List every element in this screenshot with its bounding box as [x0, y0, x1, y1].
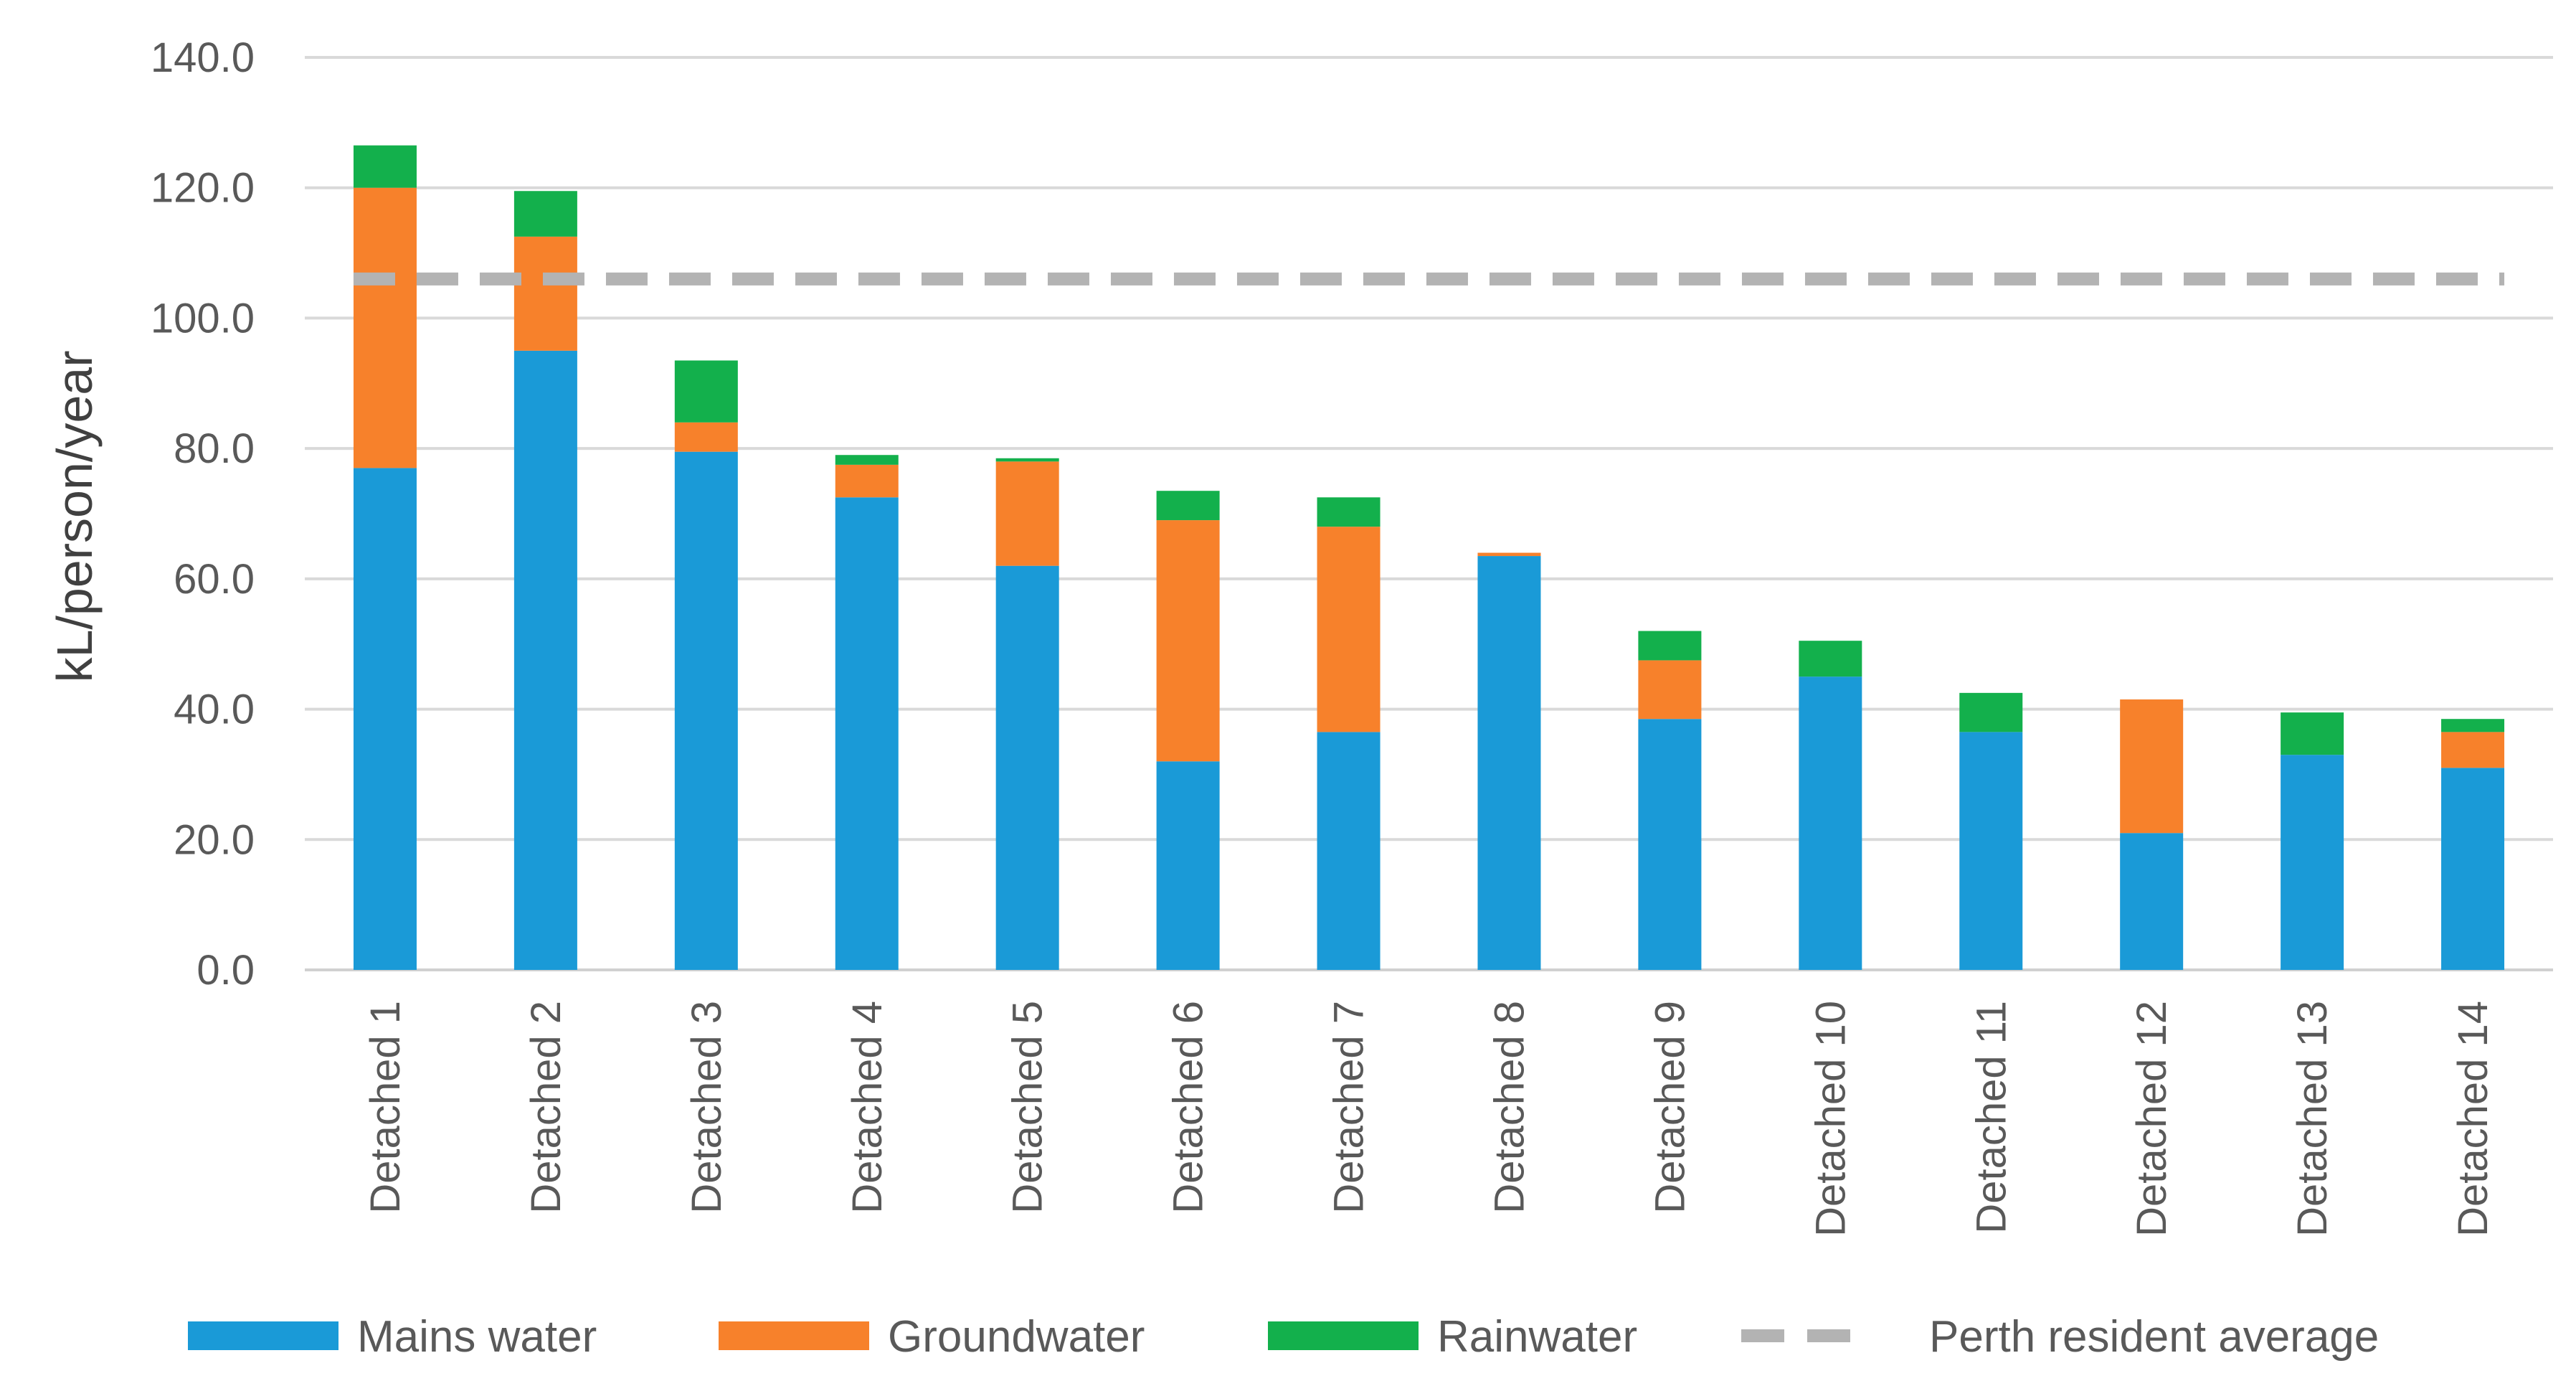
- x-tick-label: Detached 13: [2289, 1001, 2336, 1237]
- x-tick-label: Detached 9: [1647, 1001, 1693, 1214]
- bar-segment-groundwater: [2441, 732, 2505, 768]
- bar-segment-rainwater: [1638, 631, 1702, 661]
- bar-segment-rainwater: [513, 191, 577, 237]
- bar-segment-rainwater: [674, 360, 738, 423]
- bar-segment-groundwater: [835, 464, 899, 498]
- x-tick-label: Detached 10: [1807, 1001, 1854, 1237]
- x-tick-label: Detached 3: [683, 1001, 730, 1214]
- bar-segment-rainwater: [353, 145, 417, 188]
- bar-segment-rainwater: [2281, 712, 2344, 755]
- y-tick-label: 60.0: [174, 556, 255, 603]
- x-tick-label: Detached 6: [1165, 1001, 1212, 1214]
- bar-segment-mains-water: [513, 350, 577, 970]
- legend-swatch: [1268, 1321, 1419, 1350]
- x-tick-label: Detached 4: [844, 1001, 891, 1214]
- bar-segment-rainwater: [835, 455, 899, 465]
- bar-segment-groundwater: [2120, 699, 2184, 834]
- bar-segment-rainwater: [1317, 497, 1381, 527]
- bar-segment-mains-water: [1959, 732, 2023, 970]
- x-axis-tick-labels: Detached 1 Detached 2 Detached 3 Detached 4…: [362, 1001, 2496, 1237]
- gridlines: [305, 56, 2553, 971]
- y-tick-label: 0.0: [196, 947, 255, 994]
- legend-swatch: [719, 1321, 869, 1350]
- bar-segment-groundwater: [674, 422, 738, 452]
- y-axis-tick-labels: 0.0 20.0 40.0 60.0 80.0 100.0 120.0 140.0: [151, 34, 255, 994]
- bar-segment-rainwater: [1799, 641, 1862, 677]
- x-tick-label: Detached 2: [523, 1001, 569, 1214]
- bar-segment-mains-water: [674, 451, 738, 970]
- bar-segment-rainwater: [1959, 692, 2023, 732]
- x-tick-label: Detached 1: [362, 1001, 409, 1214]
- bar-segment-groundwater: [995, 461, 1059, 566]
- y-tick-label: 140.0: [151, 34, 255, 81]
- x-tick-label: Detached 14: [2450, 1001, 2496, 1237]
- bar-segment-groundwater: [353, 187, 417, 468]
- y-tick-label: 120.0: [151, 165, 255, 212]
- bar-segment-mains-water: [2120, 833, 2184, 970]
- legend-label: Perth resident average: [1929, 1312, 2379, 1362]
- bar-segment-mains-water: [1156, 761, 1220, 970]
- bar-segment-groundwater: [1156, 520, 1220, 762]
- legend-label: Mains water: [357, 1312, 597, 1362]
- bar-segment-mains-water: [2441, 768, 2505, 970]
- y-tick-label: 40.0: [174, 687, 255, 733]
- y-tick-label: 80.0: [174, 425, 255, 472]
- bar-segment-rainwater: [995, 458, 1059, 462]
- bar-segment-rainwater: [2441, 719, 2505, 732]
- y-tick-label: 20.0: [174, 816, 255, 863]
- bar-segment-groundwater: [513, 236, 577, 351]
- legend-label: Groundwater: [888, 1312, 1145, 1362]
- legend: Mains water Groundwater Rainwater Perth res…: [188, 1312, 2379, 1362]
- y-tick-label: 100.0: [151, 295, 255, 341]
- legend-swatch: [188, 1321, 338, 1350]
- x-tick-label: Detached 5: [1005, 1001, 1051, 1214]
- bar-segment-groundwater: [1638, 660, 1702, 720]
- y-axis-title: kL/person/year: [47, 350, 103, 682]
- bar-segment-mains-water: [995, 565, 1059, 970]
- bar-segment-groundwater: [1477, 552, 1541, 557]
- bar-segment-mains-water: [2281, 755, 2344, 970]
- x-tick-label: Detached 8: [1486, 1001, 1533, 1214]
- bar-segment-mains-water: [835, 497, 899, 970]
- bar-segment-mains-water: [353, 468, 417, 970]
- bar-segment-groundwater: [1317, 527, 1381, 732]
- x-tick-label: Detached 7: [1326, 1001, 1373, 1214]
- bar-segment-mains-water: [1638, 719, 1702, 970]
- bars: [353, 145, 2505, 970]
- bar-segment-mains-water: [1477, 556, 1541, 970]
- bar-segment-mains-water: [1799, 676, 1862, 970]
- legend-label: Rainwater: [1437, 1312, 1637, 1362]
- x-tick-label: Detached 12: [2128, 1001, 2175, 1237]
- x-tick-label: Detached 11: [1968, 1001, 2014, 1234]
- bar-segment-rainwater: [1156, 491, 1220, 521]
- bar-segment-mains-water: [1317, 732, 1381, 970]
